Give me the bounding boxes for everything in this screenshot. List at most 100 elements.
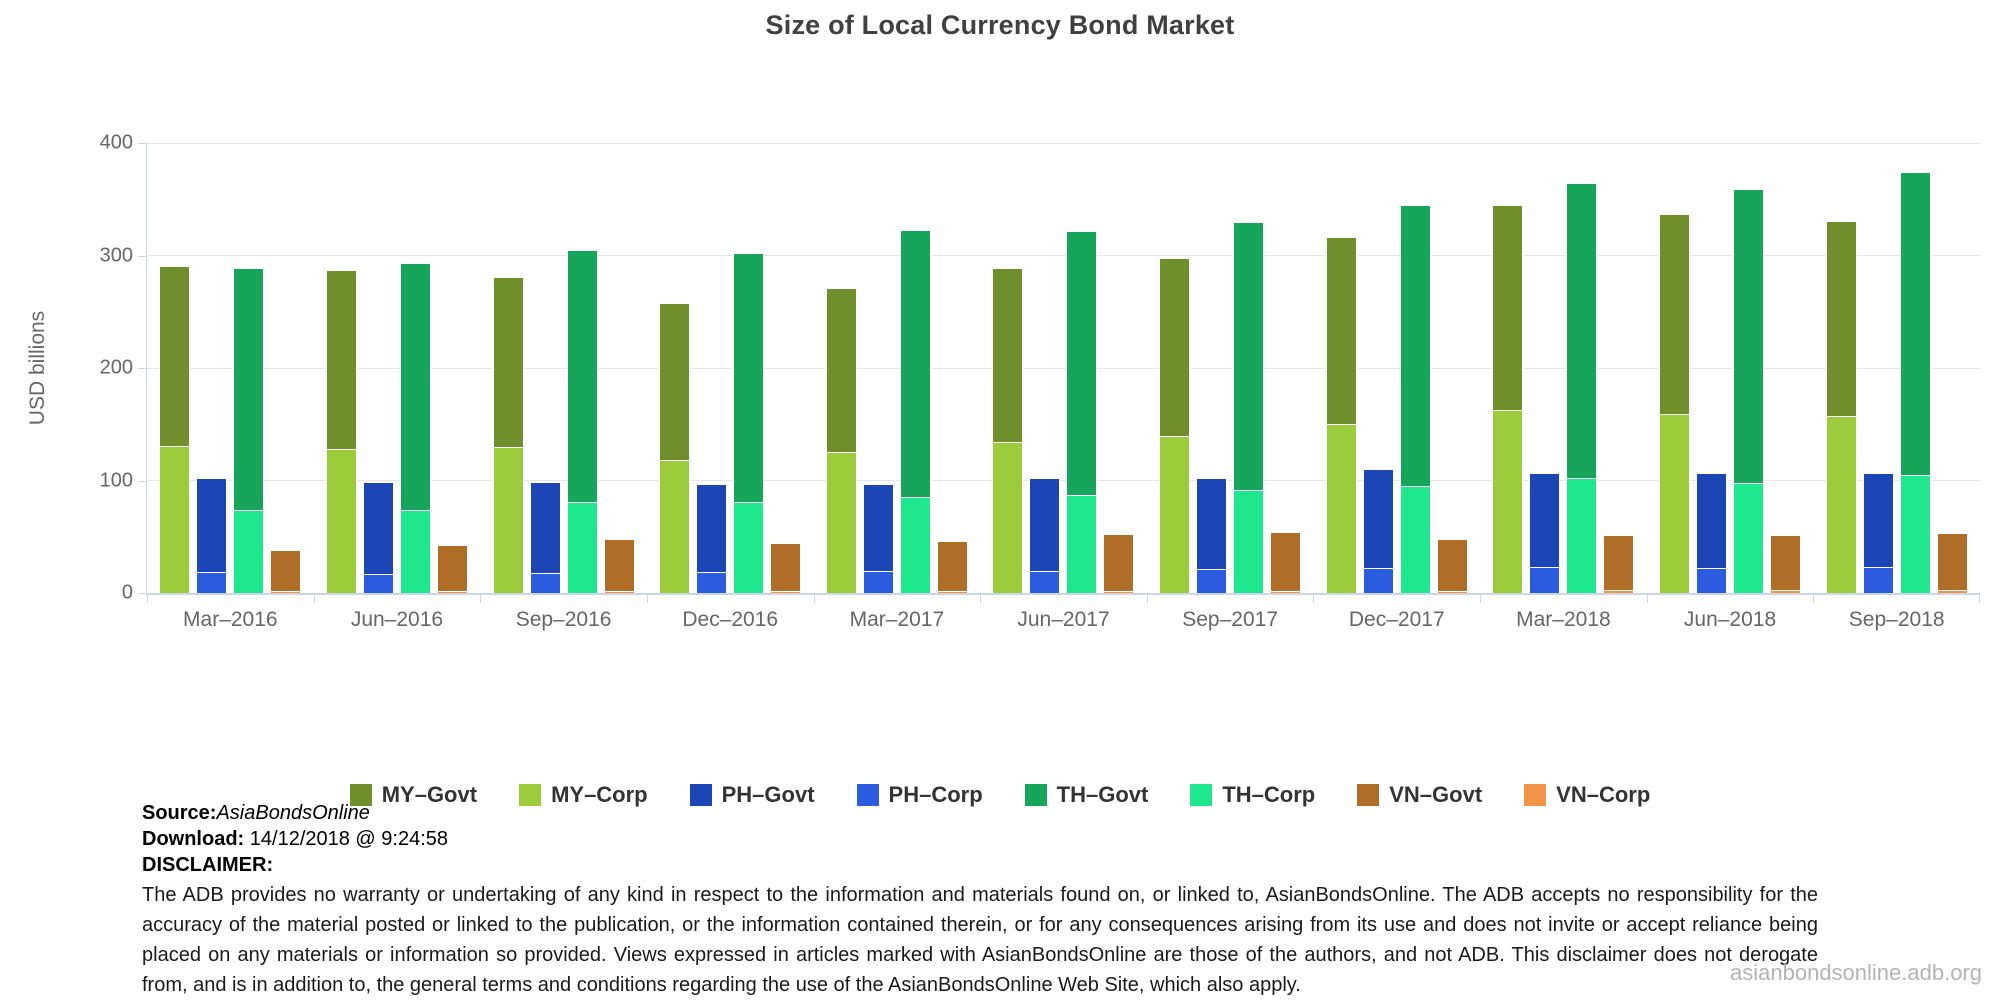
bar-segment-VN–Corp[interactable] — [1103, 590, 1135, 593]
bar-segment-MY–Corp[interactable] — [1159, 435, 1191, 593]
bar-segment-TH–Govt[interactable] — [1733, 189, 1765, 483]
bar-segment-VN–Govt[interactable] — [436, 544, 468, 591]
bar-segment-VN–Corp[interactable] — [936, 590, 968, 593]
bar-segment-MY–Govt[interactable] — [159, 265, 191, 446]
bar-segment-TH–Govt[interactable] — [399, 263, 431, 510]
bar-segment-PH–Corp[interactable] — [1029, 570, 1061, 593]
bar-segment-PH–Corp[interactable] — [1362, 568, 1394, 593]
y-axis-tick — [138, 368, 146, 369]
bar-segment-TH–Corp[interactable] — [1066, 495, 1098, 593]
bar-segment-MY–Corp[interactable] — [325, 449, 357, 593]
legend-item-MY–Corp[interactable]: MY–Corp — [519, 782, 648, 808]
bar-segment-TH–Corp[interactable] — [566, 501, 598, 593]
bar-segment-TH–Govt[interactable] — [1066, 230, 1098, 496]
bar-segment-PH–Govt[interactable] — [1696, 472, 1728, 569]
bar-segment-PH–Corp[interactable] — [1529, 567, 1561, 593]
bar-segment-MY–Govt[interactable] — [992, 267, 1024, 443]
watermark-link[interactable]: asianbondsonline.adb.org — [1730, 960, 1982, 985]
bar-segment-PH–Govt[interactable] — [1529, 472, 1561, 568]
bar-segment-VN–Corp[interactable] — [270, 590, 302, 593]
bar-segment-TH–Corp[interactable] — [733, 501, 765, 593]
bar-segment-PH–Govt[interactable] — [1362, 469, 1394, 569]
bar-segment-PH–Govt[interactable] — [196, 478, 228, 572]
bar-segment-VN–Govt[interactable] — [1436, 538, 1468, 591]
bar-segment-VN–Govt[interactable] — [1603, 534, 1635, 590]
bar-segment-TH–Corp[interactable] — [1733, 482, 1765, 593]
bar-segment-MY–Govt[interactable] — [492, 276, 524, 447]
bar-segment-TH–Corp[interactable] — [399, 509, 431, 593]
bar-segment-VN–Govt[interactable] — [603, 538, 635, 591]
bar-segment-TH–Corp[interactable] — [1399, 486, 1431, 593]
bar-segment-VN–Govt[interactable] — [1103, 534, 1135, 591]
bar-segment-TH–Govt[interactable] — [1566, 183, 1598, 479]
bar-segment-PH–Govt[interactable] — [529, 481, 561, 573]
bar-segment-PH–Govt[interactable] — [1029, 478, 1061, 571]
bar-segment-VN–Corp[interactable] — [1770, 589, 1802, 593]
bar-segment-PH–Govt[interactable] — [1196, 478, 1228, 570]
bar-segment-MY–Govt[interactable] — [1659, 213, 1691, 415]
bar-segment-TH–Govt[interactable] — [1899, 172, 1931, 475]
bar-segment-PH–Govt[interactable] — [362, 481, 394, 574]
bar-segment-TH–Corp[interactable] — [1899, 474, 1931, 593]
bar-segment-VN–Govt[interactable] — [1770, 534, 1802, 590]
legend-item-VN–Govt[interactable]: VN–Govt — [1357, 782, 1482, 808]
bar-segment-TH–Corp[interactable] — [1566, 478, 1598, 593]
bar-segment-PH–Corp[interactable] — [862, 570, 894, 593]
bar-segment-MY–Corp[interactable] — [159, 445, 191, 593]
bar-segment-MY–Govt[interactable] — [325, 270, 357, 449]
bar-segment-TH–Govt[interactable] — [1233, 221, 1265, 490]
legend-item-VN–Corp[interactable]: VN–Corp — [1524, 782, 1650, 808]
bar-segment-PH–Govt[interactable] — [862, 483, 894, 571]
bar-segment-VN–Corp[interactable] — [603, 590, 635, 593]
bar-segment-PH–Govt[interactable] — [696, 483, 728, 572]
legend-swatch-icon — [519, 784, 542, 806]
legend-item-PH–Govt[interactable]: PH–Govt — [689, 782, 815, 808]
bar-segment-PH–Corp[interactable] — [196, 571, 228, 593]
bar-segment-MY–Corp[interactable] — [492, 446, 524, 593]
bar-segment-MY–Govt[interactable] — [1159, 257, 1191, 436]
legend-item-PH–Corp[interactable]: PH–Corp — [856, 782, 983, 808]
bar-segment-VN–Govt[interactable] — [1270, 532, 1302, 591]
bar-segment-MY–Govt[interactable] — [1825, 220, 1857, 417]
bar-segment-VN–Corp[interactable] — [436, 590, 468, 593]
bar-segment-TH–Corp[interactable] — [899, 497, 931, 593]
bar-segment-PH–Corp[interactable] — [1862, 567, 1894, 593]
bar-segment-VN–Corp[interactable] — [1436, 590, 1468, 593]
bar-segment-MY–Govt[interactable] — [1325, 237, 1357, 425]
legend-item-TH–Govt[interactable]: TH–Govt — [1024, 782, 1148, 808]
bar-stack-TH — [1399, 204, 1431, 593]
bar-segment-MY–Corp[interactable] — [659, 460, 691, 593]
bar-segment-VN–Govt[interactable] — [770, 543, 802, 591]
bar-segment-VN–Govt[interactable] — [936, 541, 968, 591]
bar-segment-VN–Govt[interactable] — [270, 550, 302, 591]
bar-segment-MY–Corp[interactable] — [1325, 424, 1357, 593]
bar-segment-MY–Govt[interactable] — [825, 288, 857, 453]
bar-segment-TH–Govt[interactable] — [233, 267, 265, 510]
bar-segment-MY–Corp[interactable] — [1659, 414, 1691, 593]
bar-segment-VN–Govt[interactable] — [1936, 533, 1968, 590]
bar-segment-PH–Corp[interactable] — [1696, 568, 1728, 593]
bar-segment-MY–Corp[interactable] — [1825, 416, 1857, 593]
bar-segment-VN–Corp[interactable] — [1270, 590, 1302, 593]
bar-segment-TH–Corp[interactable] — [233, 509, 265, 593]
bar-segment-TH–Govt[interactable] — [899, 229, 931, 498]
legend-item-MY–Govt[interactable]: MY–Govt — [349, 782, 477, 808]
bar-segment-VN–Corp[interactable] — [1936, 589, 1968, 593]
bar-segment-PH–Corp[interactable] — [362, 573, 394, 593]
bar-segment-PH–Corp[interactable] — [529, 572, 561, 593]
bar-segment-VN–Corp[interactable] — [1603, 589, 1635, 593]
bar-segment-VN–Corp[interactable] — [770, 590, 802, 593]
bar-segment-MY–Corp[interactable] — [1492, 409, 1524, 593]
bar-segment-TH–Govt[interactable] — [1399, 204, 1431, 487]
bar-segment-PH–Corp[interactable] — [696, 571, 728, 593]
bar-segment-MY–Corp[interactable] — [992, 442, 1024, 593]
bar-segment-MY–Govt[interactable] — [659, 302, 691, 461]
bar-segment-TH–Corp[interactable] — [1233, 489, 1265, 593]
bar-segment-TH–Govt[interactable] — [566, 249, 598, 502]
bar-segment-TH–Govt[interactable] — [733, 253, 765, 502]
bar-segment-MY–Corp[interactable] — [825, 452, 857, 593]
bar-segment-PH–Corp[interactable] — [1196, 569, 1228, 593]
bar-segment-PH–Govt[interactable] — [1862, 472, 1894, 568]
legend-item-TH–Corp[interactable]: TH–Corp — [1190, 782, 1315, 808]
bar-segment-MY–Govt[interactable] — [1492, 204, 1524, 410]
